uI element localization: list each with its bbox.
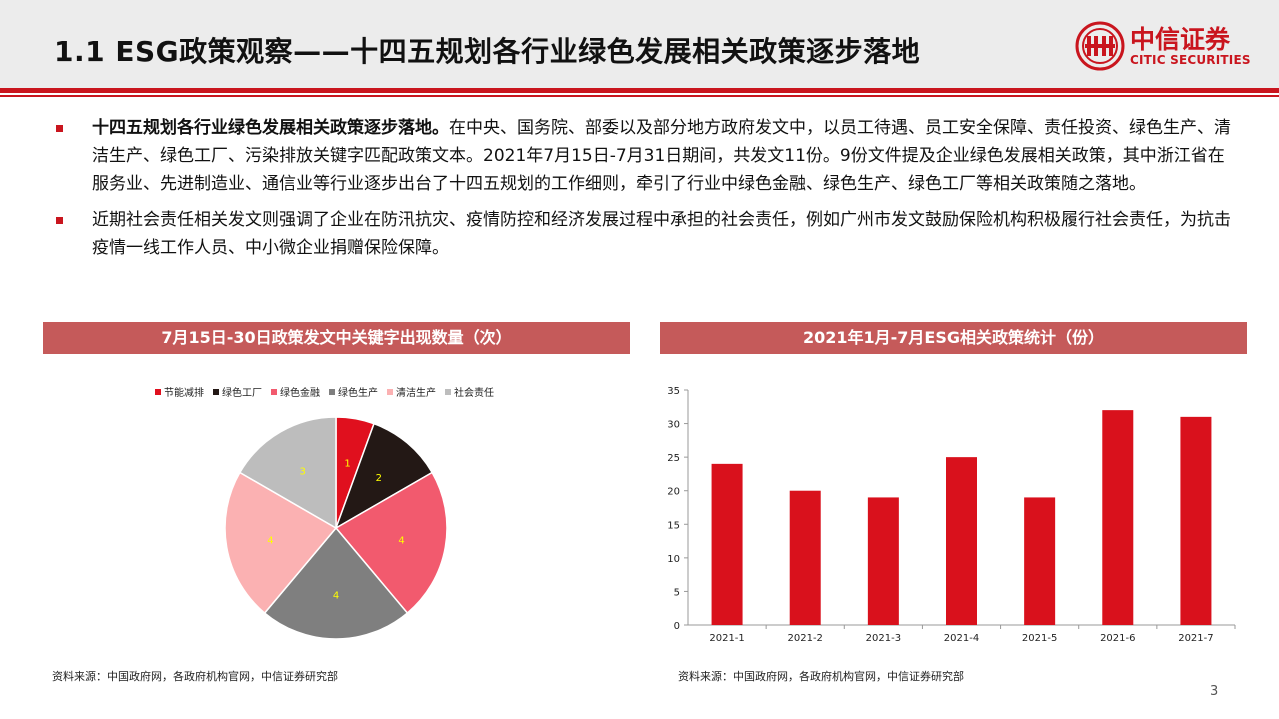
- y-tick-label: 30: [667, 420, 680, 431]
- pie-chart: 节能减排 绿色工厂 绿色金融 绿色生产 清洁生产 社会责任 1 2 4 4 4 3: [155, 386, 494, 640]
- header-rule-thin: [0, 95, 1279, 97]
- y-tick-label: 10: [667, 554, 680, 565]
- bar: [1024, 497, 1056, 625]
- legend-label: 清洁生产: [396, 386, 436, 399]
- pie-slice: [334, 422, 434, 530]
- page-title: 1.1 ESG政策观察——十四五规划各行业绿色发展相关政策逐步落地: [54, 35, 921, 68]
- page-number: 3: [1210, 684, 1219, 699]
- legend-label: 绿色工厂: [222, 386, 262, 399]
- x-tick-label: 2021-6: [1100, 633, 1135, 644]
- x-tick-label: 2021-3: [866, 633, 901, 644]
- legend-label: 绿色生产: [338, 386, 378, 399]
- bar: [711, 463, 743, 625]
- y-tick-label: 15: [667, 520, 680, 531]
- citic-logo-icon: [1075, 21, 1125, 71]
- bullet-lead: 十四五规划各行业绿色发展相关政策逐步落地。: [92, 118, 449, 138]
- bullet-marker: [56, 125, 63, 132]
- pie-data-label: 4: [267, 536, 273, 547]
- bar: [867, 497, 899, 625]
- legend-swatch: [155, 389, 161, 395]
- bullet-text: 在中央、国务院、部委以及部分地方政府发文中，以员工待遇、员工安全保障、责任投资、…: [92, 118, 1231, 194]
- legend-swatch: [445, 389, 451, 395]
- y-tick-label: 0: [674, 621, 680, 632]
- pie-data-label: 2: [376, 473, 382, 484]
- bullet-item: 近期社会责任相关发文则强调了企业在防汛抗灾、疫情防控和经济发展过程中承担的社会责…: [52, 206, 1232, 262]
- logo-name-en: CITIC SECURITIES: [1130, 53, 1251, 67]
- citic-logo: 中信证券 CITIC SECURITIES: [1075, 18, 1265, 74]
- source-note-right: 资料来源：中国政府网，各政府机构官网，中信证券研究部: [678, 670, 964, 683]
- legend-label: 绿色金融: [280, 386, 320, 399]
- y-tick-label: 25: [667, 453, 680, 464]
- bar-chart-title: 2021年1月-7月ESG相关政策统计（份）: [660, 322, 1247, 354]
- bullet-item: 十四五规划各行业绿色发展相关政策逐步落地。在中央、国务院、部委以及部分地方政府发…: [52, 114, 1232, 198]
- bullet-marker: [56, 217, 63, 224]
- pie-data-label: 1: [344, 458, 350, 469]
- x-tick-label: 2021-4: [944, 633, 979, 644]
- header-band: [0, 0, 1279, 88]
- bar-chart: 0 5 10 15 20 25 30 35 2021-1 2021-2 2021-3 2021-4 20…: [667, 386, 1236, 644]
- pie-data-label: 4: [398, 536, 404, 547]
- legend-swatch: [329, 389, 335, 395]
- pie-slice: [224, 471, 338, 615]
- bar: [789, 490, 821, 625]
- bar: [1102, 410, 1134, 625]
- pie-slice: [238, 416, 337, 530]
- pie-chart-title: 7月15日-30日政策发文中关键字出现数量（次）: [43, 322, 630, 354]
- header-rule: [0, 88, 1279, 93]
- pie-slice: [263, 526, 409, 640]
- y-tick-label: 20: [667, 487, 680, 498]
- legend-swatch: [271, 389, 277, 395]
- bullet-list: 十四五规划各行业绿色发展相关政策逐步落地。在中央、国务院、部委以及部分地方政府发…: [52, 114, 1232, 270]
- legend-swatch: [387, 389, 393, 395]
- y-tick-label: 35: [667, 386, 680, 397]
- source-note-left: 资料来源：中国政府网，各政府机构官网，中信证券研究部: [52, 670, 338, 683]
- x-tick-label: 2021-1: [709, 633, 744, 644]
- legend-label: 社会责任: [454, 386, 494, 399]
- legend-label: 节能减排: [164, 386, 204, 399]
- y-tick-label: 5: [674, 587, 680, 598]
- pie-data-label: 4: [333, 591, 339, 602]
- x-tick-label: 2021-5: [1022, 633, 1057, 644]
- logo-name-cn: 中信证券: [1130, 25, 1231, 54]
- x-tick-label: 2021-2: [788, 633, 823, 644]
- pie-slice: [334, 471, 448, 615]
- bar: [1180, 416, 1212, 625]
- bullet-text: 近期社会责任相关发文则强调了企业在防汛抗灾、疫情防控和经济发展过程中承担的社会责…: [92, 210, 1231, 258]
- pie-data-label: 3: [300, 466, 306, 477]
- bar: [946, 457, 977, 625]
- x-tick-label: 2021-7: [1178, 633, 1213, 644]
- legend-swatch: [213, 389, 219, 395]
